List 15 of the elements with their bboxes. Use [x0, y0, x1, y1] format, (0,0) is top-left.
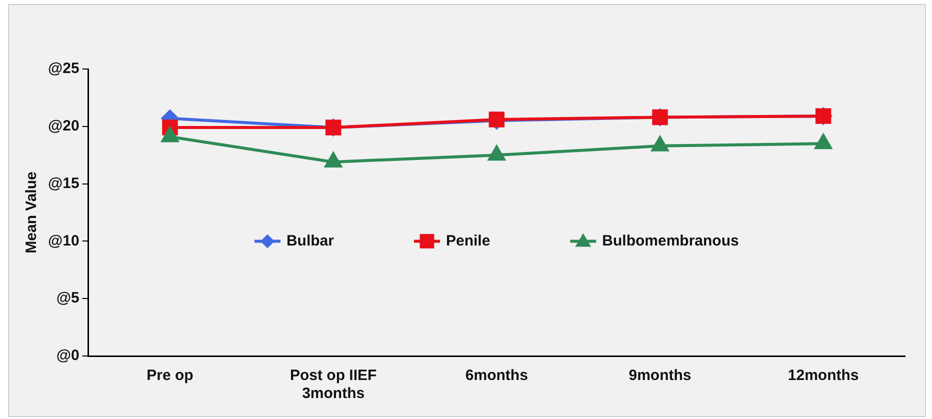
y-tick-label: @20: [48, 118, 80, 135]
y-tick-label: @0: [56, 347, 80, 364]
x-tick-label: Pre op: [146, 367, 194, 384]
x-tick-label: Post op IIEF 3months: [290, 367, 377, 402]
x-tick-label: 9months: [628, 367, 692, 384]
legend-label: Bulbar: [286, 232, 334, 250]
x-tick-label: 12months: [788, 367, 859, 384]
x-tick-label: 6months: [465, 367, 528, 384]
legend-label: Penile: [446, 232, 490, 250]
y-tick-label: @25: [48, 60, 80, 78]
y-tick-label: @5: [56, 290, 80, 307]
y-tick-label: @10: [48, 232, 80, 250]
legend-label: Bulbomembranous: [602, 232, 739, 250]
y-tick-label: @15: [48, 174, 80, 192]
y-axis-title: Mean Value: [23, 172, 40, 254]
